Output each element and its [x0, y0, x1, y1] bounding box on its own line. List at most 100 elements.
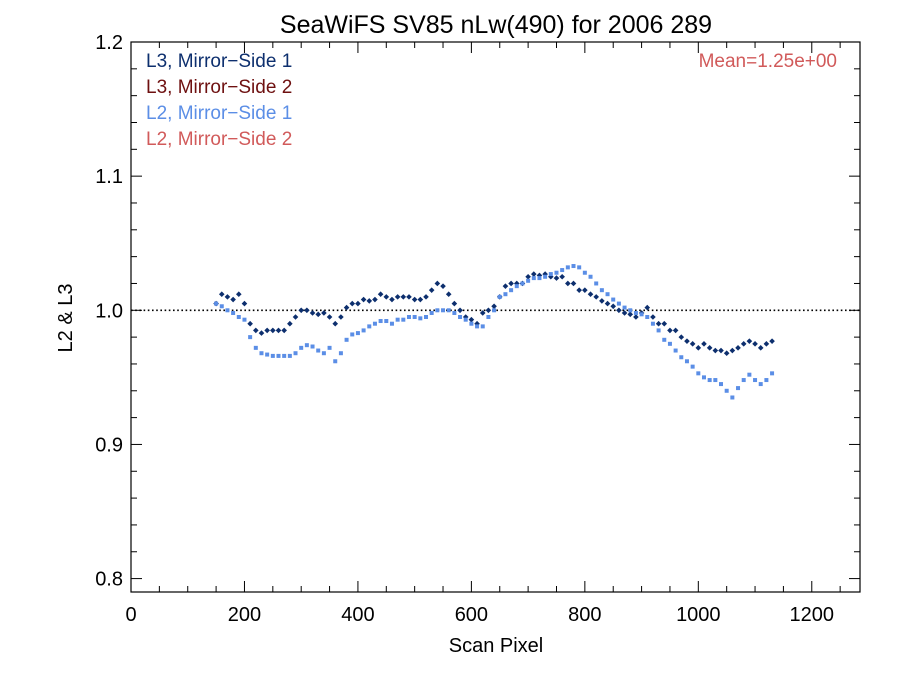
- data-point: [662, 337, 667, 342]
- data-point: [423, 294, 429, 300]
- data-point: [344, 337, 349, 342]
- data-point: [411, 296, 418, 303]
- data-point: [695, 345, 702, 351]
- data-point: [326, 314, 333, 320]
- data-point: [520, 281, 525, 286]
- data-point: [445, 291, 452, 297]
- data-point: [633, 310, 638, 315]
- data-point: [248, 335, 253, 340]
- data-point: [655, 320, 662, 327]
- data-point: [554, 270, 559, 275]
- data-point: [747, 372, 752, 377]
- x-tick-label: 600: [455, 604, 488, 626]
- y-axis-label: L2 & L3: [55, 284, 77, 353]
- data-point: [611, 297, 616, 302]
- data-point: [309, 310, 316, 316]
- data-point: [434, 280, 441, 287]
- data-point: [389, 296, 395, 303]
- data-point: [406, 315, 411, 319]
- data-point: [553, 275, 560, 281]
- data-point: [531, 276, 536, 281]
- data-point: [310, 344, 315, 349]
- y-tick-label: 0.8: [95, 569, 123, 591]
- data-point: [247, 320, 253, 327]
- data-point: [753, 378, 758, 383]
- data-point: [343, 304, 350, 311]
- data-point: [565, 280, 571, 287]
- x-tick-label: 200: [228, 604, 261, 626]
- data-point: [287, 353, 292, 358]
- data-point: [231, 310, 236, 315]
- data-point: [604, 300, 611, 307]
- data-point: [458, 315, 463, 319]
- data-point: [480, 324, 485, 329]
- data-point: [258, 330, 265, 336]
- data-point: [713, 378, 718, 383]
- data-point: [645, 315, 650, 319]
- data-point: [486, 315, 491, 319]
- data-point: [707, 378, 712, 383]
- data-point: [281, 327, 287, 334]
- data-point: [315, 311, 322, 318]
- data-point: [372, 296, 378, 303]
- data-point: [475, 324, 480, 329]
- data-point: [497, 294, 502, 299]
- data-point: [536, 272, 543, 279]
- data-point: [582, 287, 588, 293]
- data-point: [752, 341, 758, 347]
- legend-entry: L2, Mirror−Side 2: [146, 129, 292, 150]
- x-axis-label: Scan Pixel: [449, 635, 544, 657]
- data-point: [457, 307, 463, 314]
- data-point: [764, 378, 769, 383]
- data-point: [559, 273, 565, 280]
- data-point: [338, 351, 343, 356]
- x-tick-label: 800: [568, 604, 601, 626]
- data-point: [672, 327, 679, 334]
- mean-annotation: Mean=1.25e+00: [699, 51, 837, 72]
- data-point: [673, 348, 678, 353]
- data-point: [316, 348, 321, 353]
- data-point: [610, 303, 617, 310]
- data-point: [241, 300, 248, 307]
- data-point: [360, 296, 367, 303]
- data-point: [242, 317, 247, 322]
- data-point: [230, 296, 236, 303]
- data-point: [769, 338, 775, 344]
- data-point: [560, 268, 565, 273]
- data-point: [701, 375, 706, 380]
- data-point: [491, 303, 497, 310]
- data-point: [304, 307, 310, 314]
- x-tick-label: 1000: [676, 604, 721, 626]
- data-point: [429, 310, 434, 315]
- data-point: [299, 345, 304, 350]
- data-point: [282, 353, 287, 358]
- data-point: [740, 341, 747, 347]
- data-point: [582, 270, 587, 275]
- data-point: [514, 284, 519, 289]
- data-point: [650, 314, 656, 320]
- data-point: [400, 294, 407, 300]
- data-point: [485, 307, 492, 314]
- data-point: [689, 341, 696, 347]
- data-point: [701, 341, 707, 347]
- data-point: [570, 280, 577, 287]
- data-point: [736, 386, 741, 391]
- data-point: [287, 320, 293, 327]
- data-point: [389, 321, 394, 326]
- data-point: [327, 345, 332, 350]
- data-point: [587, 291, 594, 297]
- data-point: [378, 319, 383, 324]
- data-point: [644, 304, 651, 311]
- data-point: [627, 311, 634, 318]
- data-point: [735, 345, 741, 351]
- y-tick-label: 1.2: [95, 32, 123, 54]
- data-point: [757, 345, 764, 351]
- data-point: [661, 320, 668, 327]
- data-point: [543, 274, 548, 279]
- chart-title: SeaWiFS SV85 nLw(490) for 2006 289: [280, 11, 712, 39]
- data-point: [259, 351, 264, 356]
- plot-area: 0 200 400 600 800 1000 1200 0.8 0.9 1.0 1.1 1.2: [95, 32, 861, 626]
- data-point: [588, 274, 593, 279]
- data-point: [706, 345, 713, 351]
